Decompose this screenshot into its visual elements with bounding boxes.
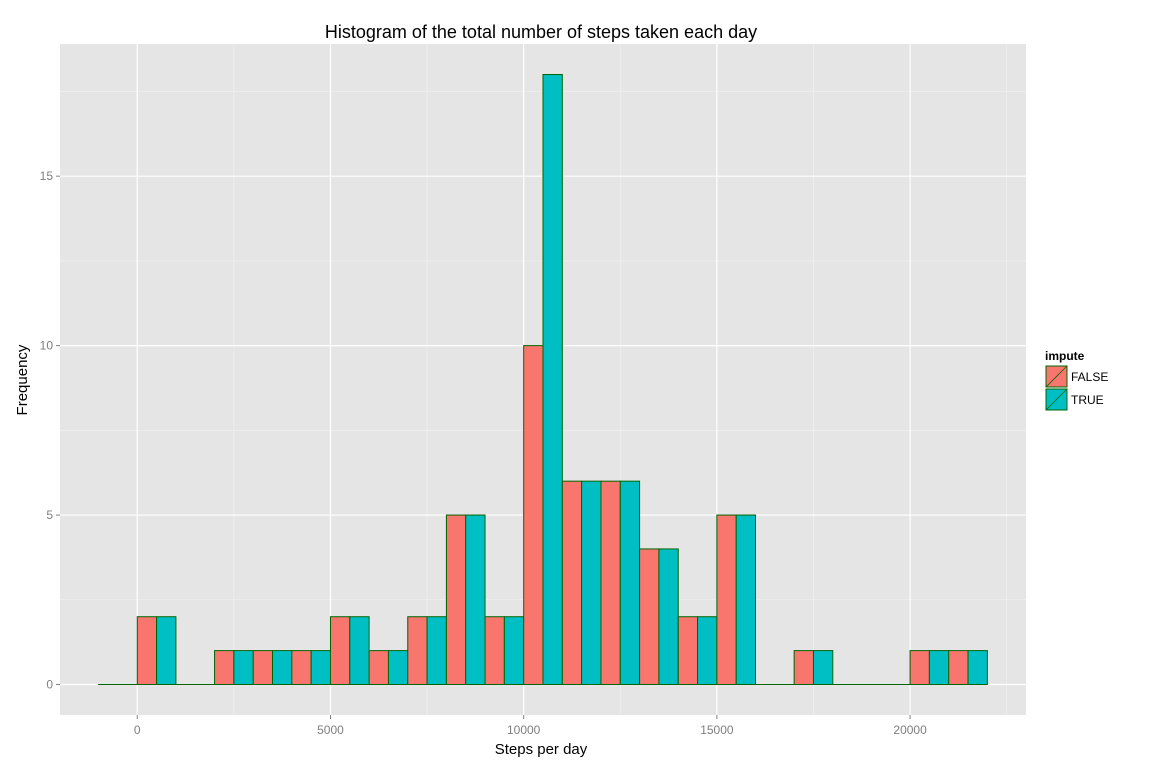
legend-key-slash (1045, 365, 1068, 388)
bar-true-bin-8 (426, 616, 447, 686)
bar-true-bin-16 (735, 514, 757, 685)
x-tick-label: 20000 (893, 723, 927, 737)
bar-true-bin-10 (503, 616, 525, 686)
bar-true-bin-21 (928, 650, 950, 685)
legend: impute FALSE TRUE (1044, 349, 1108, 412)
bar-false-bin-7 (368, 650, 389, 685)
bar-false-bin-3 (214, 650, 235, 685)
x-tick-label: 15000 (700, 723, 734, 737)
bar-true-bin-9 (465, 514, 486, 685)
y-axis-ticks: 0 5 10 15 (40, 169, 60, 692)
legend-title: impute (1045, 349, 1085, 363)
x-axis-title: Steps per day (495, 741, 588, 758)
bar-false-bin-4 (252, 650, 274, 685)
bar-false-bin-13 (600, 480, 621, 685)
bar-false-bin-11 (523, 345, 544, 685)
bar-true-bin-18 (812, 650, 834, 685)
bar-true-bin-5 (310, 650, 331, 685)
y-tick-label: 0 (46, 678, 53, 692)
y-tick-label: 15 (40, 169, 54, 183)
bar-true-bin-14 (658, 548, 679, 686)
bar-false-bin-1 (136, 616, 158, 686)
bar-false-bin-8 (407, 616, 428, 686)
bar-false-bin-22 (948, 650, 969, 685)
bar-false-bin-12 (561, 480, 583, 685)
bar-true-bin-15 (697, 616, 718, 686)
bar-false-bin-18 (793, 650, 814, 685)
y-tick-label: 10 (40, 339, 54, 353)
bar-true-bin-22 (967, 650, 988, 685)
bar-false-bin-16 (716, 514, 737, 685)
x-axis-ticks: 0 5000 10000 15000 20000 (134, 715, 927, 737)
bar-false-bin-10 (484, 616, 505, 686)
legend-key-slash (1045, 388, 1068, 411)
bar-true-bin-13 (619, 480, 641, 685)
bar-false-bin-5 (291, 650, 312, 685)
bar-false-bin-6 (329, 616, 351, 686)
x-tick-label: 10000 (507, 723, 541, 737)
bar-true-bin-4 (272, 650, 293, 685)
legend-label-true: TRUE (1071, 393, 1104, 407)
bar-false-bin-15 (677, 616, 699, 686)
bar-true-bin-12 (581, 480, 602, 685)
bar-true-bin-6 (349, 616, 370, 686)
bar-true-bin-7 (387, 650, 409, 685)
y-axis-title: Frequency (14, 344, 31, 415)
bar-false-bin-21 (909, 650, 930, 685)
legend-label-false: FALSE (1071, 370, 1108, 384)
bars (98, 74, 988, 686)
x-tick-label: 5000 (317, 723, 344, 737)
chart-title: Histogram of the total number of steps t… (325, 22, 757, 42)
bar-false-bin-9 (445, 514, 467, 685)
bar-true-bin-11 (542, 74, 563, 685)
bar-true-bin-1 (156, 616, 177, 686)
bar-false-bin-14 (639, 548, 660, 686)
x-tick-label: 0 (134, 723, 141, 737)
y-tick-label: 5 (46, 508, 53, 522)
bar-true-bin-3 (233, 650, 254, 685)
